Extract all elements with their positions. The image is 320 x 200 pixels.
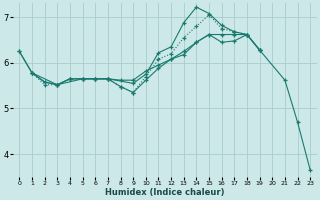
X-axis label: Humidex (Indice chaleur): Humidex (Indice chaleur) [105,188,225,197]
